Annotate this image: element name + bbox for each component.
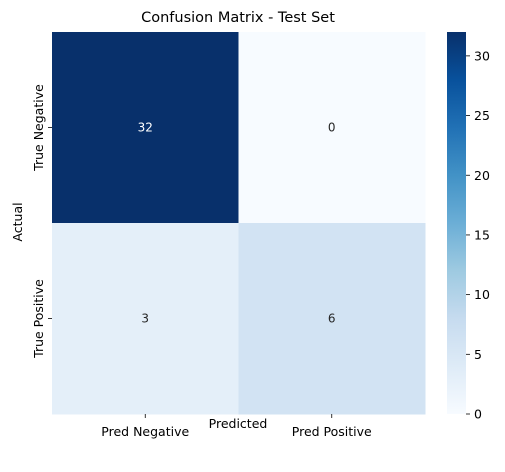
x-tick-label: Pred Negative: [101, 424, 189, 439]
cell-value-label: 0: [328, 121, 336, 135]
colorbar-tick-label: 5: [474, 347, 482, 362]
heatmap-cell: [52, 32, 239, 224]
y-tick-label: True Positive: [31, 279, 46, 359]
heatmap-annotations: 32 0 3 6: [138, 121, 336, 326]
y-tick-label: True Negative: [31, 84, 46, 172]
y-axis-ticks: True Negative True Positive: [31, 84, 52, 359]
x-axis-label: Predicted: [209, 416, 268, 431]
colorbar-tick-label: 0: [474, 407, 482, 422]
colorbar-tick-label: 30: [474, 48, 490, 63]
colorbar-tick-label: 25: [474, 108, 490, 123]
x-axis-ticks: Pred Negative Pred Positive: [101, 414, 372, 439]
y-axis-label: Actual: [10, 202, 25, 241]
colorbar: [447, 32, 466, 414]
colorbar-tick-label: 20: [474, 168, 490, 183]
chart-title: Confusion Matrix - Test Set: [141, 10, 335, 26]
cell-value-label: 6: [328, 312, 336, 326]
heatmap-cell: [238, 32, 426, 224]
colorbar-tick-label: 10: [474, 287, 490, 302]
colorbar-tick-label: 15: [474, 227, 490, 242]
colorbar-ticks: 0 5 10 15 20 25 30: [466, 48, 490, 422]
heatmap-cell: [238, 223, 426, 415]
cell-value-label: 32: [138, 121, 153, 135]
cell-value-label: 3: [141, 312, 149, 326]
x-tick-label: Pred Positive: [292, 424, 372, 439]
heatmap-cell: [52, 223, 239, 415]
heatmap-cells: [52, 32, 426, 415]
